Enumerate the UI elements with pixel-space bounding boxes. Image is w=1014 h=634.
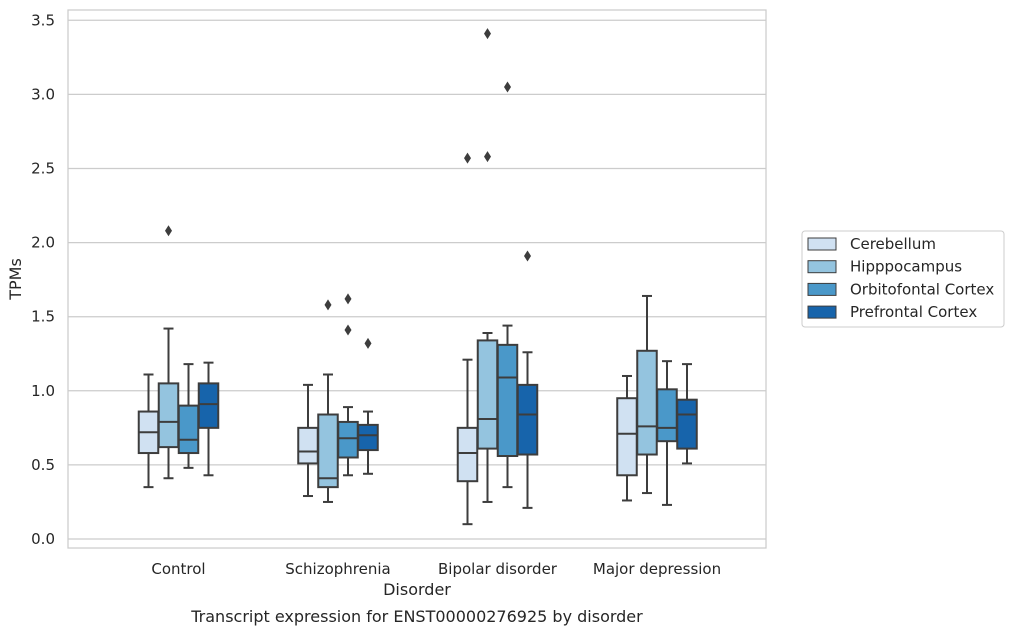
outlier-point <box>344 293 352 305</box>
box-orbitofontal-cortex <box>496 81 519 489</box>
box-body <box>157 382 180 449</box>
y-tick-label: 0.5 <box>31 456 55 474</box>
box-cerebellum <box>456 152 479 526</box>
legend-label: Prefrontal Cortex <box>850 303 977 321</box>
box-body <box>337 420 359 459</box>
outlier-point <box>504 81 511 93</box>
y-axis-label: TPMs <box>6 258 25 301</box>
box-prefrontal-cortex <box>676 363 698 465</box>
outlier-point <box>484 151 491 163</box>
box-body <box>297 426 319 465</box>
x-tick-label: Major depression <box>593 560 721 578</box>
box-cerebellum <box>616 374 638 502</box>
box-prefrontal-cortex <box>357 337 379 475</box>
y-tick-label: 3.0 <box>31 85 55 103</box>
box-hipppocampus <box>157 225 180 480</box>
legend-label: Orbitofontal Cortex <box>850 280 994 298</box>
box-prefrontal-cortex <box>197 361 220 477</box>
outlier-point <box>524 250 531 262</box>
legend-swatch <box>807 282 837 296</box>
box-cerebellum <box>297 383 319 498</box>
outlier-point <box>464 152 471 164</box>
legend: Cerebellum Hipppocampus Orbitofontal Corte… <box>801 230 1005 328</box>
box-body <box>456 426 479 483</box>
box-body <box>476 339 499 450</box>
x-axis: Control Schizophrenia Bipolar disorder Majo… <box>151 560 721 578</box>
box-orbitofontal-cortex <box>337 293 359 477</box>
box-body <box>197 382 220 429</box>
box-body <box>357 423 379 452</box>
box-orbitofontal-cortex <box>656 360 678 506</box>
outlier-point <box>484 28 491 40</box>
box-body <box>656 388 678 443</box>
legend-swatch <box>807 237 837 251</box>
legend-frame <box>801 230 1005 328</box>
y-axis: 0.0 0.5 1.0 1.5 2.0 2.5 3.0 3.5 <box>31 11 55 548</box>
x-axis-label: Disorder <box>383 580 451 599</box>
y-tick-label: 2.5 <box>31 160 55 178</box>
box-body <box>616 397 638 477</box>
boxes <box>137 28 698 526</box>
box-body <box>516 383 539 456</box>
outlier-point <box>364 337 372 349</box>
chart-caption: Transcript expression for ENST0000027692… <box>190 607 643 626</box>
gridlines <box>68 19 766 540</box>
box-prefrontal-cortex <box>516 250 539 509</box>
outlier-point <box>165 225 172 237</box>
legend-label: Cerebellum <box>850 235 936 253</box>
y-tick-label: 3.5 <box>31 11 55 29</box>
x-tick-label: Bipolar disorder <box>438 560 558 578</box>
y-tick-label: 2.0 <box>31 234 55 252</box>
legend-label: Hipppocampus <box>850 258 962 276</box>
y-tick-label: 1.0 <box>31 382 55 400</box>
box-cerebellum <box>137 373 160 489</box>
box-body <box>177 404 200 455</box>
box-body <box>676 398 698 450</box>
y-tick-label: 1.5 <box>31 308 55 326</box>
box-hipppocampus <box>317 299 339 503</box>
box-orbitofontal-cortex <box>177 363 200 469</box>
x-tick-label: Control <box>151 560 205 578</box>
x-tick-label: Schizophrenia <box>285 560 390 578</box>
outlier-point <box>344 324 352 336</box>
legend-swatch <box>807 305 837 319</box>
box-hipppocampus <box>476 28 499 503</box>
box-body <box>496 343 519 458</box>
box-body <box>317 413 339 489</box>
y-tick-label: 0.0 <box>31 530 55 548</box>
outlier-point <box>324 299 332 311</box>
plot-frame <box>67 9 767 549</box>
box-hipppocampus <box>636 294 658 495</box>
legend-swatch <box>807 260 837 274</box>
box-body <box>636 349 658 456</box>
